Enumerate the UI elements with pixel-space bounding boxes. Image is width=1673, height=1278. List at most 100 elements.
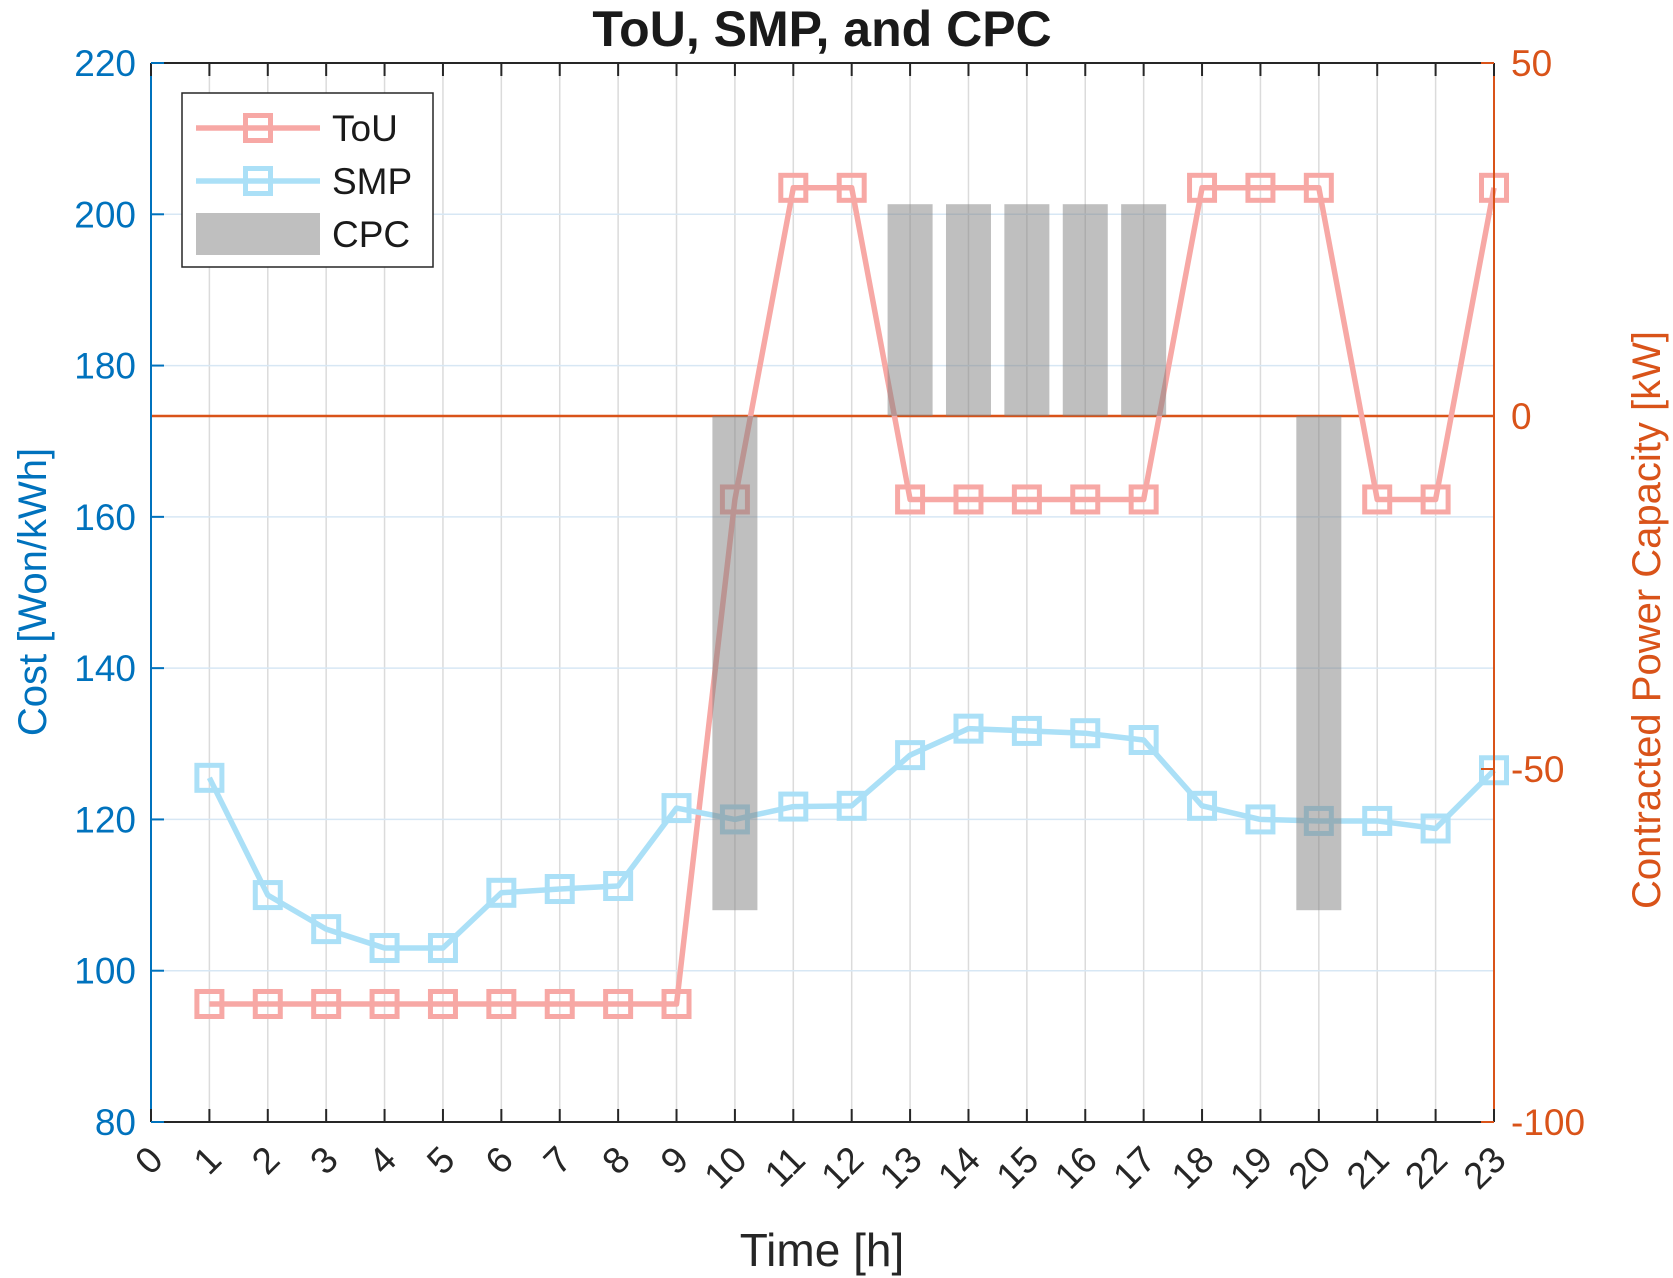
smp-marker	[194, 762, 225, 793]
x-tick-label: 11	[757, 1139, 813, 1195]
legend-item-cpc: CPC	[196, 213, 410, 255]
y-tick-label-left: 80	[95, 1102, 136, 1143]
y-tick-label-left: 120	[74, 799, 136, 840]
cpc-bar	[1121, 204, 1167, 416]
tou-marker	[953, 484, 984, 515]
x-tick-label: 21	[1339, 1139, 1397, 1197]
y-tick-label-left: 140	[74, 648, 136, 689]
smp-marker	[1245, 804, 1276, 835]
tou-marker	[836, 172, 867, 203]
smp-marker	[1420, 813, 1451, 844]
smp-marker	[836, 790, 867, 821]
smp-marker	[486, 877, 517, 908]
cpc-bar	[712, 416, 758, 911]
legend-label-cpc: CPC	[332, 214, 410, 255]
x-tick-label: 14	[930, 1139, 988, 1197]
y-tick-label-right: -100	[1511, 1102, 1585, 1143]
tou-marker	[194, 988, 225, 1019]
x-tick-label: 0	[127, 1139, 171, 1183]
tou-marker	[1187, 172, 1218, 203]
legend-item-smp: SMP	[196, 161, 412, 202]
cpc-bar	[1296, 416, 1342, 911]
x-tick-label: 13	[872, 1139, 930, 1197]
vertical-gridlines	[208, 63, 1437, 1122]
y-tick-label-right: -50	[1511, 749, 1564, 790]
x-tick-label: 17	[1105, 1139, 1163, 1197]
x-tick-label: 22	[1397, 1139, 1455, 1197]
chart-title: ToU, SMP, and CPC	[592, 1, 1051, 57]
legend-label-smp: SMP	[332, 161, 412, 202]
tou-marker	[1303, 172, 1334, 203]
y-tick-label-left: 100	[74, 951, 136, 992]
tou-marker	[486, 988, 517, 1019]
tou-legend-marker	[243, 113, 273, 143]
x-tick-label: 10	[696, 1139, 754, 1197]
x-tick-label: 16	[1047, 1139, 1105, 1197]
tou-marker	[1362, 484, 1393, 515]
y-axis-label-right: Contracted Power Capacity [kW]	[1625, 331, 1669, 909]
tou-marker	[1011, 484, 1042, 515]
x-tick-label: 6	[477, 1139, 521, 1183]
x-tick-label: 12	[813, 1139, 871, 1197]
y-tick-label-left: 220	[74, 43, 136, 84]
x-tick-label: 15	[988, 1139, 1046, 1197]
smp-marker	[1011, 715, 1042, 746]
smp-marker	[778, 791, 809, 822]
x-tick-label: 18	[1164, 1139, 1222, 1197]
y-tick-label-left: 160	[74, 497, 136, 538]
y-tick-label-left: 200	[74, 194, 136, 235]
smp-marker	[1070, 718, 1101, 749]
tou-marker	[544, 988, 575, 1019]
cpc-bars	[712, 204, 1342, 911]
smp-marker	[252, 880, 283, 911]
smp-marker	[544, 874, 575, 905]
tou-marker	[252, 988, 283, 1019]
legend: ToU SMP CPC	[181, 92, 434, 268]
x-ticks	[150, 63, 1495, 1122]
y-ticks-left	[151, 62, 164, 1123]
smp-marker	[1362, 805, 1393, 836]
tou-marker	[311, 988, 342, 1019]
smp-marker	[1128, 725, 1159, 756]
plot-layer	[151, 63, 1509, 1122]
tou-marker	[603, 988, 634, 1019]
tou-marker	[778, 172, 809, 203]
tou-marker	[661, 988, 692, 1019]
y-tick-label-right: 50	[1511, 43, 1552, 84]
x-tick-label: 3	[302, 1139, 346, 1183]
cpc-bar	[1004, 204, 1050, 416]
cpc-bar	[945, 204, 991, 416]
legend-item-tou: ToU	[196, 108, 398, 149]
tou-marker	[1070, 484, 1101, 515]
y-tick-labels-left: 80 100 120 140 160 180 200 220	[74, 43, 136, 1143]
tou-marker	[427, 988, 458, 1019]
tou-marker	[1128, 484, 1159, 515]
x-tick-label: 2	[244, 1139, 288, 1183]
cpc-bar	[887, 204, 933, 416]
smp-line	[206, 725, 1496, 951]
horizontal-gridlines	[151, 213, 1494, 972]
x-tick-label: 19	[1222, 1139, 1280, 1197]
x-tick-label: 9	[653, 1139, 697, 1183]
tou-marker	[895, 484, 926, 515]
smp-marker	[311, 914, 342, 945]
cpc-legend-swatch	[196, 213, 320, 255]
smp-marker	[369, 933, 400, 964]
y-tick-label-left: 180	[74, 346, 136, 387]
smp-marker	[895, 740, 926, 771]
x-tick-label: 8	[594, 1139, 638, 1183]
x-tick-label: 1	[186, 1139, 230, 1183]
smp-marker	[1187, 790, 1218, 821]
smp-marker	[427, 933, 458, 964]
smp-marker	[953, 713, 984, 744]
y-tick-labels-right: -100 -50 0 50	[1511, 43, 1585, 1143]
smp-marker	[603, 870, 634, 901]
tou-marker	[369, 988, 400, 1019]
y-axis-label-left: Cost [Won/kWh]	[11, 448, 55, 736]
cpc-bar	[1062, 204, 1108, 416]
smp-legend-marker	[243, 166, 273, 196]
x-tick-label: 5	[419, 1139, 463, 1183]
y-ticks-right	[1481, 62, 1494, 1123]
